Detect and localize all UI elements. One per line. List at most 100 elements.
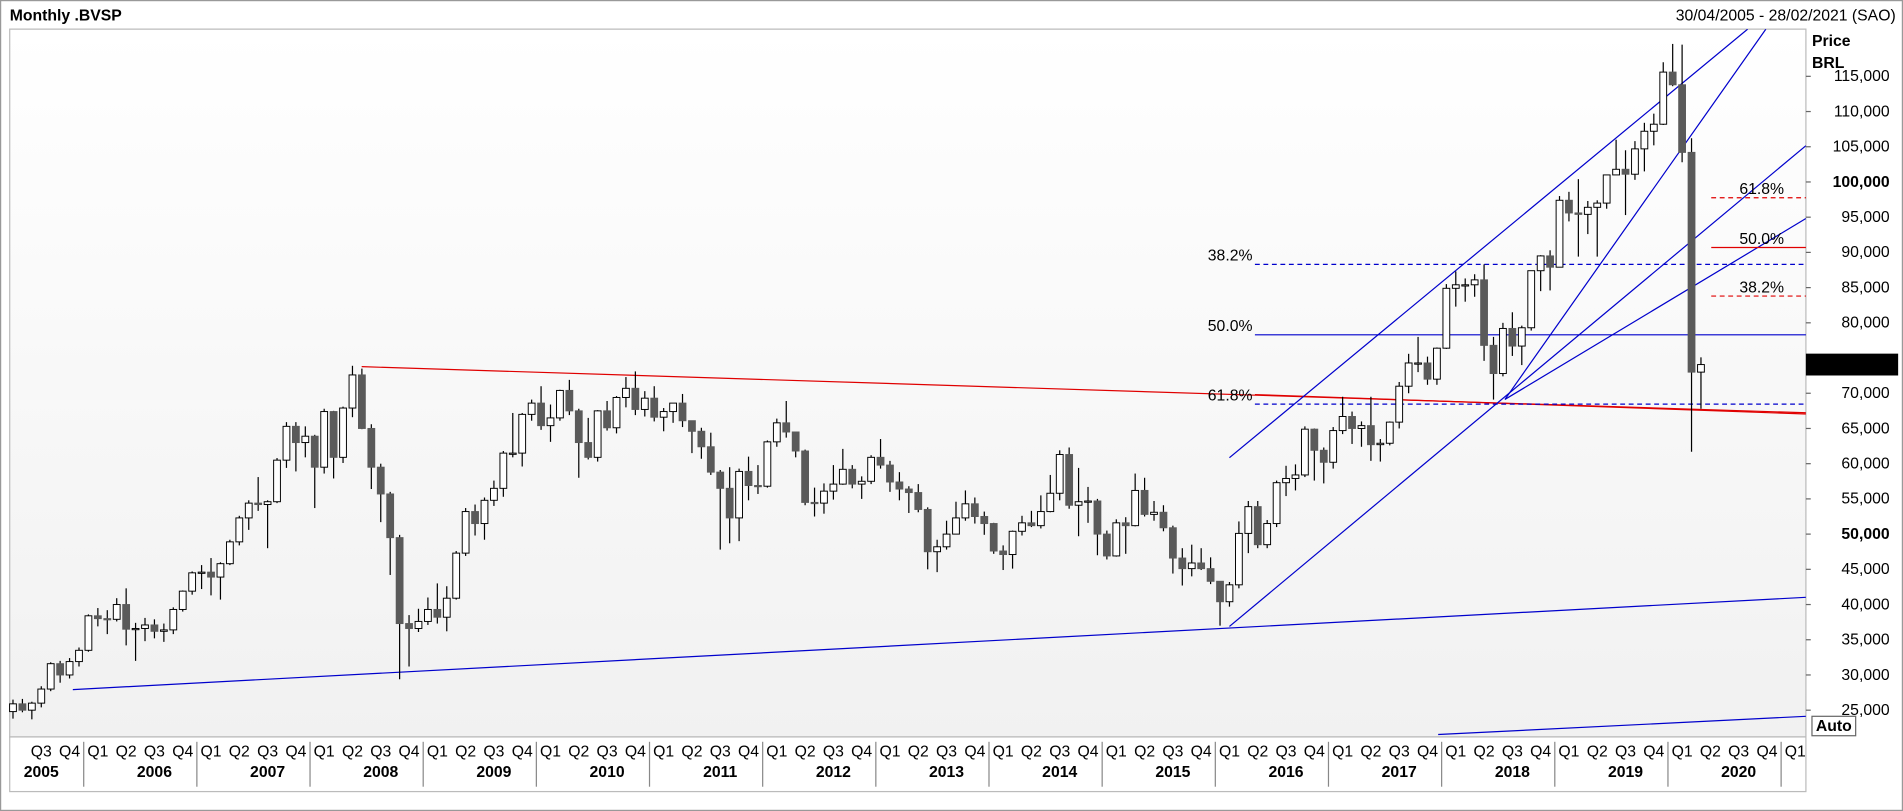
candle-body	[263, 501, 272, 506]
trendlines	[72, 29, 1806, 736]
x-tick-label: Q2	[342, 743, 363, 760]
candle-body	[1008, 530, 1017, 556]
x-tick-label: Q4	[172, 743, 193, 760]
x-tick-label: Q3	[257, 743, 278, 760]
candle-body	[1046, 492, 1055, 513]
x-tick-label: Q2	[455, 743, 476, 760]
candle-body	[933, 546, 942, 553]
scale-mode[interactable]: Auto	[1816, 718, 1852, 735]
candle-body	[235, 517, 244, 543]
trendline	[72, 596, 1806, 691]
candle-body	[27, 702, 36, 711]
x-tick-label: Q3	[483, 743, 504, 760]
x-tick-label: Q3	[370, 743, 391, 760]
x-tick-label: Q3	[710, 743, 731, 760]
candle-body	[1018, 522, 1026, 532]
x-tick-label: Q1	[879, 743, 900, 760]
candle-body	[886, 464, 894, 483]
x-tick-label: Q4	[1756, 743, 1777, 760]
candle-body	[999, 550, 1008, 556]
year-label: 2014	[1042, 764, 1077, 781]
candle-body	[1150, 511, 1158, 515]
candle-body	[18, 703, 27, 711]
candle-body	[1659, 71, 1668, 125]
candle-body	[1602, 174, 1611, 204]
year-label: 2008	[363, 764, 398, 781]
candle-body	[1565, 199, 1573, 214]
x-tick-label: Q3	[597, 743, 618, 760]
candle-body	[650, 397, 659, 418]
candle-body	[1376, 442, 1385, 446]
candle-body	[471, 511, 479, 525]
candle-body	[1216, 580, 1224, 603]
candle-body	[1489, 344, 1498, 375]
candle-body	[1367, 425, 1375, 446]
year-label: 2017	[1382, 764, 1417, 781]
candle-body	[593, 410, 602, 458]
candle-body	[216, 563, 225, 578]
candle-body	[424, 608, 432, 622]
chart-title: Monthly .BVSP	[10, 8, 122, 25]
candle-body	[820, 490, 828, 504]
candle-body	[556, 389, 564, 419]
y-tick-label: 90,000	[1841, 244, 1889, 261]
scale-mode-box[interactable]	[1811, 715, 1857, 737]
candle-body	[867, 456, 876, 482]
fib-label: 61.8%	[1208, 388, 1253, 405]
candle-body	[1319, 449, 1328, 463]
candle-body	[622, 387, 630, 398]
candle-body	[1206, 568, 1215, 582]
candle-body	[669, 402, 677, 413]
candle-body	[1244, 506, 1253, 534]
candle-body	[1555, 199, 1564, 268]
candle-body	[1433, 347, 1441, 380]
x-tick-label: Q3	[31, 743, 52, 760]
candle-body	[490, 487, 498, 501]
candle-body	[1187, 562, 1196, 570]
x-tick-label: Q1	[1106, 743, 1127, 760]
candle-body	[1508, 327, 1517, 347]
x-tick-label: Q4	[1077, 743, 1098, 760]
y-tick-label: 100,000	[1833, 174, 1890, 191]
fib-label: 61.8%	[1739, 181, 1784, 198]
fib-label: 50.0%	[1208, 318, 1253, 335]
candle-body	[1517, 327, 1526, 347]
trendline	[1438, 715, 1806, 736]
candle-body	[159, 629, 168, 632]
candle-body	[772, 422, 781, 443]
year-label: 2020	[1721, 764, 1756, 781]
candle-body	[1112, 522, 1121, 557]
marks: 38.2% 50.0% 61.8% 61.8% 50.0% 38.2%	[9, 43, 1806, 720]
x-tick-label: Q3	[823, 743, 844, 760]
candle-body	[169, 608, 178, 631]
candle-body	[744, 470, 753, 486]
candle-body	[1093, 500, 1102, 535]
candle-body	[1074, 501, 1083, 506]
x-tick-label: Q3	[1502, 743, 1523, 760]
year-label: 2016	[1269, 764, 1304, 781]
candle-body	[923, 508, 932, 553]
candle-body	[895, 481, 904, 490]
fib-label: 50.0%	[1739, 231, 1784, 248]
y-tick-label: 45,000	[1841, 561, 1889, 578]
candle-body	[1055, 454, 1064, 494]
candle-body	[1470, 279, 1479, 286]
candle-body	[829, 483, 838, 492]
x-tick-label: Q2	[568, 743, 589, 760]
candle-body	[546, 417, 555, 427]
candle-body	[1668, 71, 1677, 86]
trendline	[1504, 29, 1767, 400]
candle-body	[1282, 477, 1290, 484]
x-tick-label: Q4	[1643, 743, 1664, 760]
candle-body	[376, 466, 385, 495]
x-tick-label: Q2	[681, 743, 702, 760]
candle-body	[574, 410, 583, 444]
year-label: 2015	[1155, 764, 1190, 781]
candle-body	[904, 488, 913, 494]
trendline	[1504, 218, 1806, 400]
candle-body	[725, 487, 734, 519]
candle-body	[1301, 428, 1309, 476]
candle-body	[1291, 474, 1300, 479]
